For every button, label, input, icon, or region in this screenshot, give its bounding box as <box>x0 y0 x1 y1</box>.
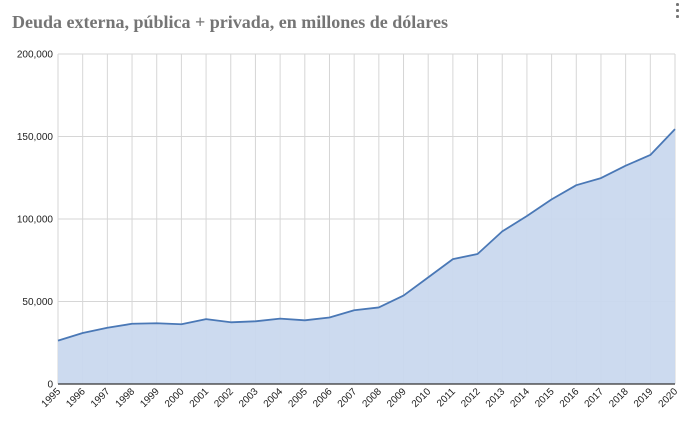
x-tick-label: 2013 <box>484 386 508 410</box>
x-tick-label: 2009 <box>385 386 409 410</box>
series-area-fill <box>58 129 675 384</box>
area-series <box>57 128 676 384</box>
x-tick-label: 2020 <box>657 386 681 410</box>
x-tick-label: 1998 <box>114 386 138 410</box>
x-tick-label: 1995 <box>40 386 64 410</box>
y-tick-label: 150,000 <box>17 132 54 143</box>
x-tick-label: 2004 <box>262 386 286 410</box>
x-tick-label: 2005 <box>286 386 310 410</box>
chart-title: Deuda externa, pública + privada, en mil… <box>12 12 448 32</box>
menu-dot <box>676 9 679 12</box>
x-tick-label: 2007 <box>336 386 360 410</box>
x-tick-label: 1996 <box>64 386 88 410</box>
x-tick-label: 2000 <box>163 386 187 410</box>
y-tick-labels: 0 50,000 100,000 150,000 200,000 <box>17 50 54 391</box>
x-tick-label: 2003 <box>237 386 261 410</box>
x-tick-label: 2008 <box>360 386 384 410</box>
y-tick-label: 100,000 <box>17 215 54 226</box>
x-tick-label: 2010 <box>410 386 434 410</box>
x-tick-label: 2012 <box>459 386 483 410</box>
x-tick-labels: 1995 1996 1997 1998 1999 2000 2001 2002 2003 2004… <box>40 386 681 410</box>
chart-menu-button[interactable] <box>671 2 683 20</box>
x-tick-label: 2019 <box>632 386 656 410</box>
x-tick-label: 2006 <box>311 386 335 410</box>
y-tick-label: 200,000 <box>17 50 54 61</box>
x-tick-label: 2017 <box>583 386 607 410</box>
series-line <box>57 128 676 342</box>
x-tick-label: 2014 <box>509 386 533 410</box>
x-tick-label: 2018 <box>607 386 631 410</box>
x-tick-label: 2015 <box>533 386 557 410</box>
x-tick-label: 1999 <box>138 386 162 410</box>
menu-dot <box>676 15 679 18</box>
x-tick-label: 2011 <box>435 386 458 409</box>
y-tick-label: 0 <box>47 380 53 391</box>
x-tick-label: 2001 <box>188 386 212 410</box>
y-tick-label: 50,000 <box>22 297 53 308</box>
menu-dot <box>676 3 679 6</box>
x-tick-label: 1997 <box>89 386 113 410</box>
x-tick-label: 2002 <box>212 386 236 410</box>
x-tick-label: 2016 <box>558 386 582 410</box>
